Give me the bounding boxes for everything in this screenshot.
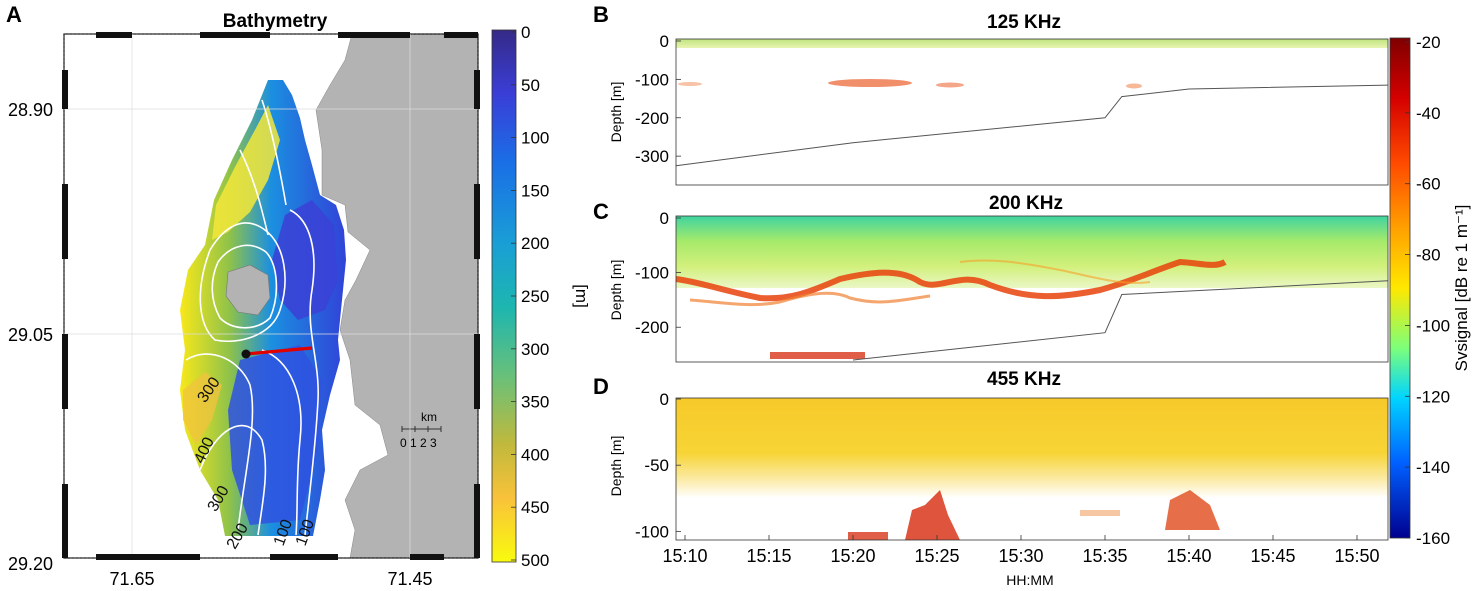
depth-tick-label: -50 — [644, 456, 669, 475]
colorbar-tick-label: 300 — [521, 340, 549, 359]
colorbar-tick-label: 250 — [521, 287, 549, 306]
depth-tick-label: -100 — [635, 522, 669, 541]
depth-tick-label: -300 — [635, 147, 669, 166]
sv-colorbar — [1389, 37, 1411, 539]
lat-tick: 29.20 — [8, 554, 53, 574]
time-tick-label: 15:20 — [830, 546, 875, 566]
panel-d-yticks: 0 -50 -100 — [635, 390, 681, 541]
time-tick-label: 15:40 — [1166, 546, 1211, 566]
time-axis-ticks: 15:10 15:15 15:20 15:25 15:30 15:35 15:40 15:45… — [662, 535, 1380, 566]
map-title: Bathymetry — [223, 11, 328, 32]
map-area: 300 400 300 200 100 100 km 0 1 2 3 — [64, 34, 478, 558]
panel-letter-a: A — [6, 2, 22, 27]
sv-colorbar-tick-label: -60 — [1416, 175, 1441, 194]
map-frame — [62, 32, 480, 560]
seafloor-line-c — [852, 280, 1389, 361]
sv-colorbar-ticks: -20 -40 -60 -80 -100 -120 -140 -160 — [1405, 33, 1450, 548]
depth-tick-label: -100 — [635, 264, 669, 283]
time-tick-label: 15:35 — [1082, 546, 1127, 566]
echogram-c — [675, 216, 1388, 362]
echogram-b — [676, 39, 1388, 185]
map-lat-ticks: 28.90 29.05 29.20 — [8, 100, 53, 574]
contour-lines — [185, 99, 319, 536]
sv-colorbar-tick-label: -40 — [1416, 104, 1441, 123]
colorbar-tick-label: 150 — [521, 181, 549, 200]
sv-colorbar-tick-label: -120 — [1416, 387, 1450, 406]
panel-d-ylabel: Depth [m] — [608, 436, 624, 497]
scattering-layer-c — [675, 259, 1227, 302]
island — [225, 264, 271, 316]
depth-tick-label: -100 — [635, 70, 669, 89]
depth-tick-label: 0 — [660, 209, 669, 228]
colorbar-tick-label: 500 — [521, 551, 549, 570]
sv-colorbar-tick-label: -140 — [1416, 458, 1450, 477]
depth-tick-label: 0 — [660, 32, 669, 51]
scale-bar: km 0 1 2 3 — [400, 410, 442, 450]
panel-b-ylabel: Depth [m] — [608, 82, 624, 143]
depth-tick-label: -200 — [635, 109, 669, 128]
scale-bar-ticks: 0 1 2 3 — [400, 436, 437, 450]
time-axis-label: HH:MM — [1006, 572, 1053, 588]
panel-letter-d: D — [593, 374, 609, 399]
colorbar-tick-label: 100 — [521, 129, 549, 148]
sv-colorbar-tick-label: -100 — [1416, 316, 1450, 335]
time-tick-label: 15:15 — [746, 546, 791, 566]
panel-c: C 200 KHz 0 -100 -200 Depth [m] — [593, 193, 1389, 363]
colorbar-tick-label: 450 — [521, 498, 549, 517]
time-tick-label: 15:10 — [662, 546, 707, 566]
echogram-d — [676, 398, 1388, 540]
bathymetry-colorbar-unit: [m] — [572, 284, 591, 308]
lon-tick: 71.45 — [387, 569, 432, 589]
panel-d-title: 455 KHz — [987, 369, 1061, 390]
sv-colorbar-tick-label: -80 — [1416, 246, 1441, 265]
seafloor-line-b — [675, 84, 1389, 167]
transect-line — [245, 346, 313, 356]
time-tick-label: 15:30 — [998, 546, 1043, 566]
panel-c-title: 200 KHz — [989, 193, 1063, 214]
colorbar-tick-label: 350 — [521, 393, 549, 412]
panel-b-yticks: 0 -100 -200 -300 — [635, 32, 681, 166]
panel-d: D 455 KHz 0 -50 -100 Depth [m] — [593, 369, 1389, 541]
time-tick-label: 15:45 — [1250, 546, 1295, 566]
scale-bar-unit: km — [421, 410, 437, 424]
sv-colorbar-tick-label: -160 — [1416, 529, 1450, 548]
panel-c-yticks: 0 -100 -200 — [635, 209, 681, 337]
land-mass — [315, 34, 478, 558]
depth-tick-label: 0 — [660, 390, 669, 409]
panel-letter-b: B — [593, 2, 609, 27]
bathymetry-colorbar-ticks: 0 50 100 150 200 250 300 350 400 450 500 — [511, 23, 549, 570]
lon-tick: 71.65 — [109, 569, 154, 589]
panel-a: A Bathymetry — [6, 2, 591, 589]
panel-b-title: 125 KHz — [987, 12, 1061, 33]
depth-tick-label: -200 — [635, 318, 669, 337]
sv-colorbar-tick-label: -20 — [1416, 33, 1441, 52]
colorbar-tick-label: 200 — [521, 234, 549, 253]
colorbar-tick-label: 400 — [521, 445, 549, 464]
panel-b: B 125 KHz 0 -100 -200 -300 Depth [m] — [593, 2, 1389, 186]
time-tick-label: 15:50 — [1334, 546, 1379, 566]
panel-c-ylabel: Depth [m] — [608, 260, 624, 321]
time-tick-label: 15:25 — [914, 546, 959, 566]
sv-colorbar-label: Svsignal [dB re 1 m⁻¹] — [1452, 205, 1471, 372]
colorbar-tick-label: 50 — [521, 76, 540, 95]
colorbar-tick-label: 0 — [521, 23, 530, 42]
lat-tick: 29.05 — [8, 325, 53, 345]
map-lon-ticks: 71.65 71.45 — [109, 569, 432, 589]
panel-letter-c: C — [593, 199, 609, 224]
transect-start-marker — [241, 349, 251, 359]
lat-tick: 28.90 — [8, 100, 53, 120]
